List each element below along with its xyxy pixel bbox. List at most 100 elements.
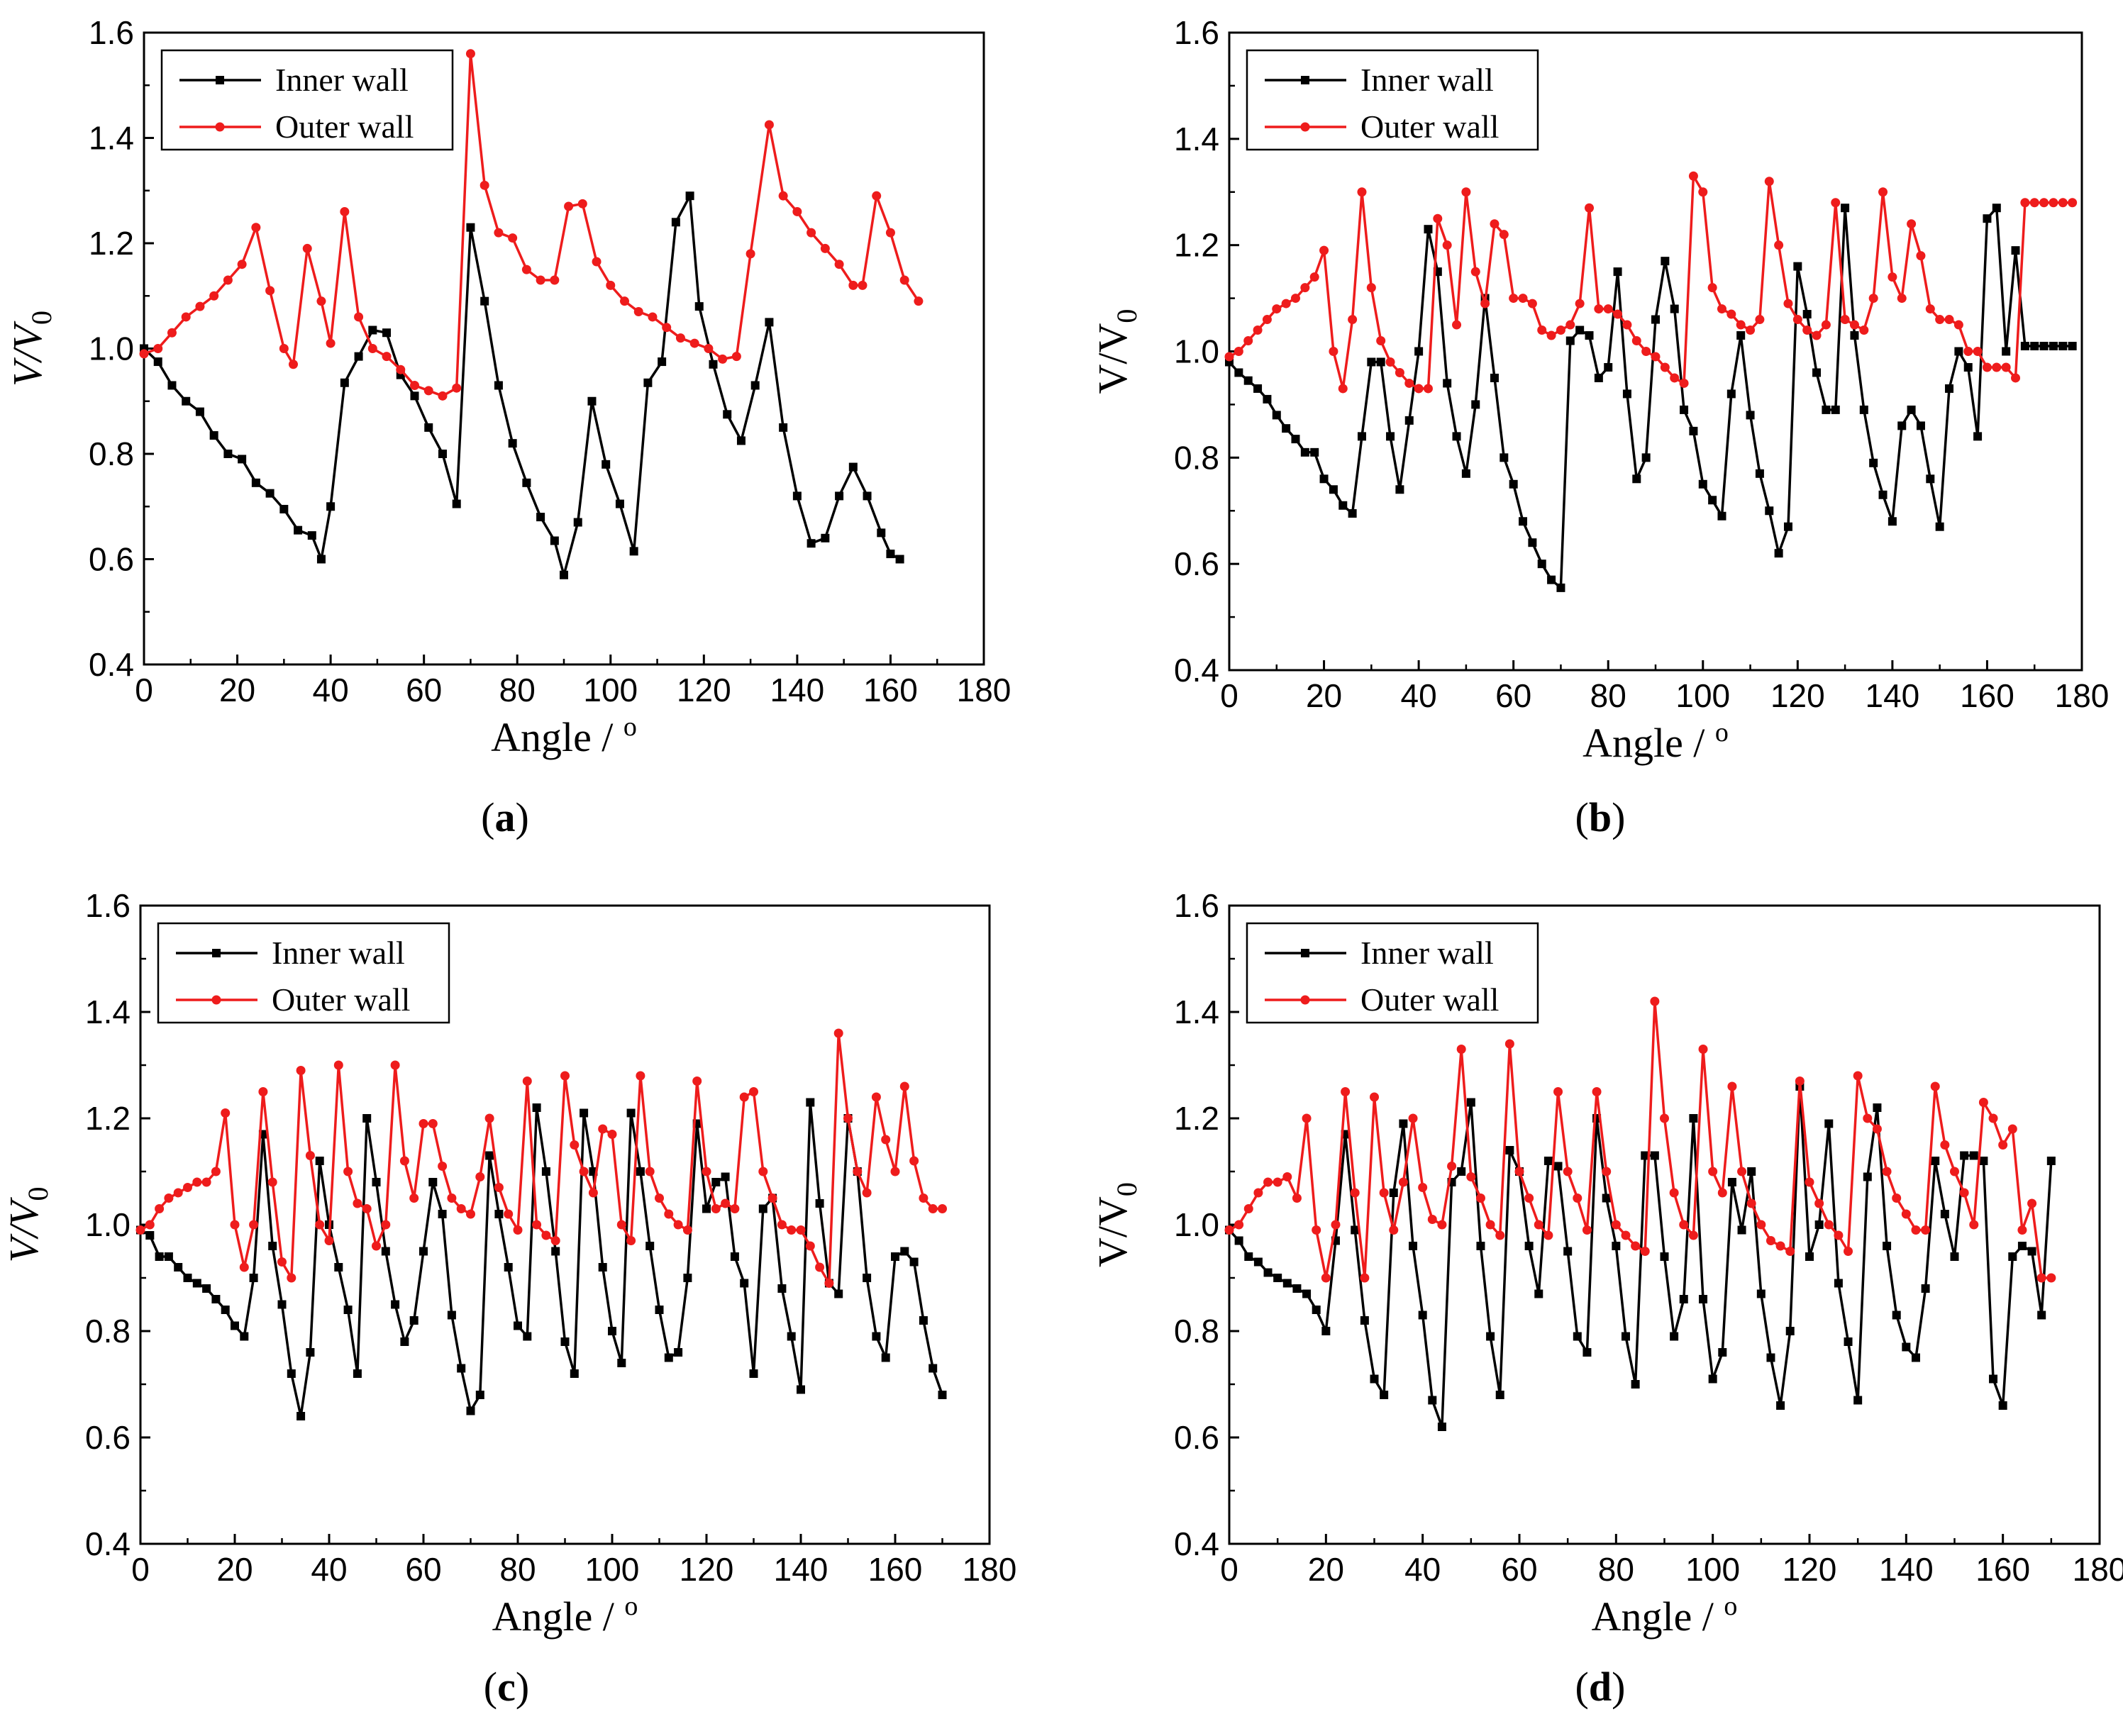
- data-point-outer-wall: [675, 333, 685, 343]
- data-point-outer-wall: [2039, 198, 2049, 208]
- data-point-outer-wall: [1641, 347, 1651, 356]
- data-point-outer-wall: [711, 1204, 721, 1213]
- data-point-inner-wall: [2027, 1247, 2036, 1256]
- data-point-outer-wall: [1312, 1225, 1321, 1235]
- data-point-outer-wall: [1868, 294, 1878, 304]
- data-point-outer-wall: [1404, 378, 1414, 388]
- data-point-outer-wall: [1992, 362, 2002, 372]
- data-point-outer-wall: [1466, 1172, 1476, 1181]
- data-point-inner-wall: [174, 1263, 183, 1272]
- data-point-outer-wall: [1783, 299, 1793, 308]
- data-point-outer-wall: [466, 1209, 475, 1219]
- data-point-outer-wall: [1509, 294, 1519, 304]
- data-point-outer-wall: [564, 201, 574, 211]
- data-point-inner-wall: [702, 1204, 711, 1213]
- data-point-outer-wall: [1834, 1230, 1844, 1240]
- data-point-outer-wall: [2017, 1225, 2027, 1235]
- data-point-inner-wall: [834, 1289, 843, 1298]
- data-point-outer-wall: [1651, 352, 1661, 362]
- data-point-outer-wall: [1756, 1220, 1766, 1230]
- data-point-outer-wall: [1281, 299, 1291, 308]
- x-tick-label: 160: [1960, 677, 2014, 714]
- data-point-inner-wall: [457, 1364, 466, 1373]
- data-point-inner-wall: [1979, 1157, 1988, 1165]
- data-point-inner-wall: [1679, 1295, 1688, 1303]
- data-point-inner-wall: [779, 423, 788, 432]
- data-point-outer-wall: [1925, 304, 1935, 314]
- data-point-outer-wall: [239, 1262, 249, 1272]
- y-tick-label: 1.6: [1174, 887, 1219, 924]
- data-point-outer-wall: [1575, 299, 1585, 308]
- data-point-inner-wall: [1650, 1151, 1659, 1160]
- data-point-inner-wall: [730, 1252, 739, 1261]
- data-point-inner-wall: [452, 499, 461, 508]
- data-point-inner-wall: [1500, 453, 1509, 462]
- data-point-outer-wall: [230, 1220, 240, 1230]
- data-point-outer-wall: [792, 206, 802, 216]
- legend-marker-square: [212, 949, 221, 957]
- x-tick-label: 20: [1308, 1551, 1344, 1588]
- data-point-outer-wall: [2027, 1198, 2037, 1208]
- x-tick-label: 80: [499, 1551, 536, 1588]
- data-point-inner-wall: [881, 1353, 890, 1362]
- data-point-outer-wall: [1998, 1140, 2008, 1150]
- data-point-outer-wall: [1385, 357, 1395, 367]
- y-tick-label: 1.2: [85, 1100, 131, 1137]
- legend-box: [157, 922, 450, 1024]
- data-point-inner-wall: [1319, 474, 1329, 484]
- data-point-inner-wall: [629, 547, 638, 556]
- data-point-outer-wall: [1534, 1220, 1543, 1230]
- x-tick-label: 80: [1590, 677, 1626, 714]
- data-point-outer-wall: [2001, 362, 2011, 372]
- data-point-outer-wall: [1755, 315, 1765, 325]
- data-point-outer-wall: [1499, 230, 1509, 240]
- data-point-outer-wall: [1408, 1113, 1418, 1123]
- data-point-outer-wall: [731, 352, 741, 362]
- data-point-inner-wall: [1273, 1274, 1282, 1282]
- data-point-outer-wall: [1243, 1204, 1253, 1213]
- data-point-inner-wall: [504, 1263, 513, 1272]
- data-point-inner-wall: [602, 460, 611, 469]
- data-point-inner-wall: [231, 1321, 239, 1330]
- data-point-inner-wall: [2039, 342, 2049, 351]
- data-point-outer-wall: [480, 180, 489, 190]
- data-point-inner-wall: [792, 491, 802, 501]
- data-point-outer-wall: [1802, 326, 1812, 335]
- data-point-outer-wall: [1603, 304, 1613, 314]
- data-point-outer-wall: [1679, 1220, 1689, 1230]
- data-point-outer-wall: [1585, 203, 1595, 213]
- data-point-inner-wall: [664, 1353, 673, 1362]
- legend-marker-circle: [215, 122, 225, 132]
- data-point-outer-wall: [1764, 177, 1774, 187]
- data-point-outer-wall: [914, 296, 924, 306]
- data-point-inner-wall: [1926, 474, 1935, 484]
- data-point-inner-wall: [1873, 1103, 1882, 1112]
- data-point-outer-wall: [1849, 320, 1859, 330]
- data-point-outer-wall: [764, 120, 774, 130]
- data-point-inner-wall: [1409, 1242, 1418, 1250]
- data-point-inner-wall: [1243, 376, 1253, 385]
- data-point-outer-wall: [749, 1087, 758, 1096]
- legend: Inner wall Outer wall: [1246, 922, 1539, 1024]
- data-point-outer-wall: [704, 344, 714, 353]
- data-point-outer-wall: [1892, 1194, 1902, 1203]
- data-point-outer-wall: [1959, 1188, 1969, 1198]
- data-point-inner-wall: [1907, 405, 1916, 414]
- data-point-outer-wall: [1660, 1113, 1669, 1123]
- legend-label: Outer wall: [1360, 981, 1499, 1018]
- data-point-inner-wall: [1292, 1284, 1302, 1293]
- data-point-outer-wall: [164, 1194, 174, 1203]
- x-tick-label: 60: [1501, 1551, 1537, 1588]
- data-point-inner-wall: [391, 1300, 400, 1309]
- y-tick-label: 1.0: [1174, 1206, 1219, 1243]
- data-point-inner-wall: [1726, 389, 1736, 399]
- data-point-inner-wall: [1528, 538, 1537, 547]
- data-point-outer-wall: [1553, 1087, 1563, 1096]
- data-point-inner-wall: [2008, 1252, 2017, 1261]
- data-point-outer-wall: [1988, 1113, 1998, 1123]
- x-tick-label: 180: [963, 1551, 1017, 1588]
- data-point-outer-wall: [673, 1220, 683, 1230]
- data-point-outer-wall: [211, 1167, 221, 1176]
- data-point-inner-wall: [643, 378, 653, 387]
- y-tick-label: 1.2: [1174, 1100, 1219, 1137]
